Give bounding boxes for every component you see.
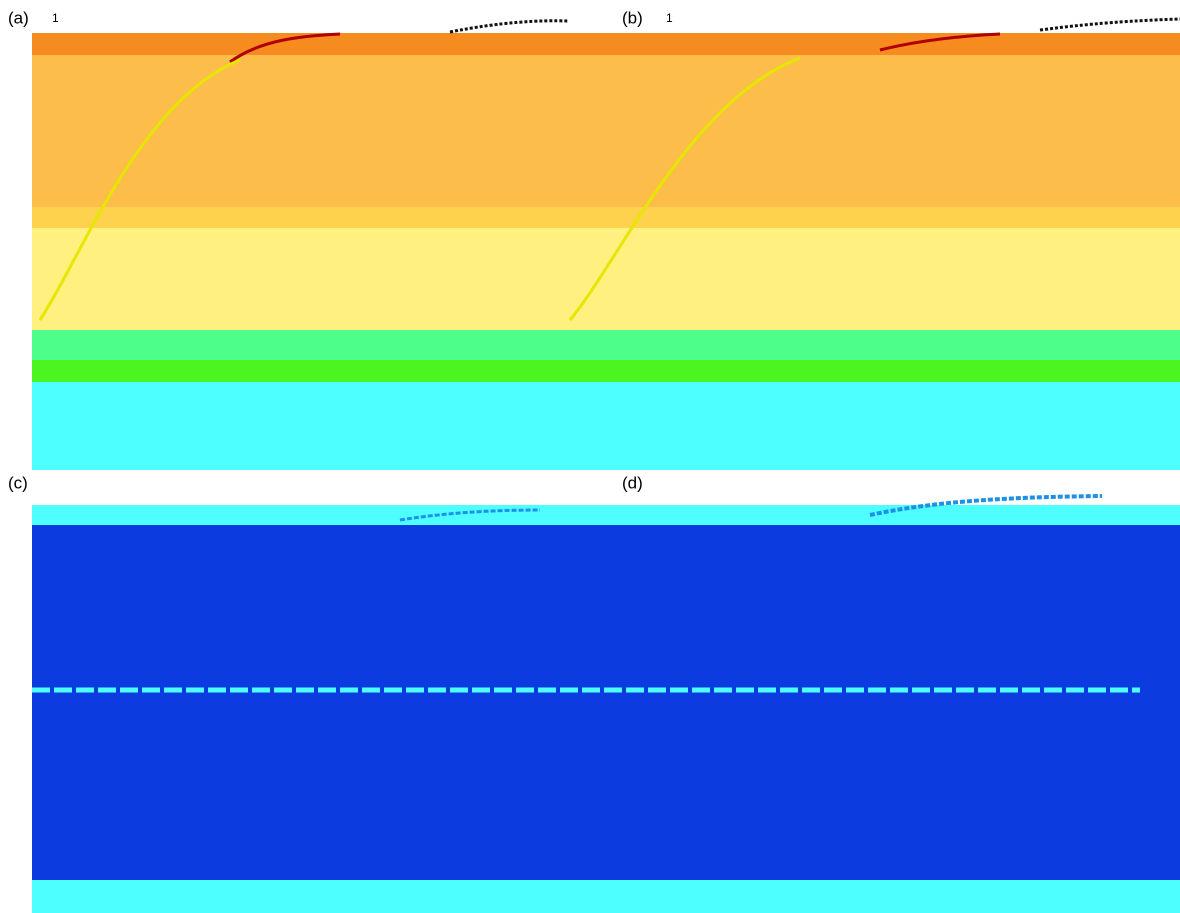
band-cyan-strip	[32, 505, 1180, 525]
band-yellow-orange	[32, 207, 1180, 228]
tick-label: 1	[52, 11, 59, 25]
band-light-yellow	[32, 228, 1180, 330]
panel-label: (a)	[8, 8, 29, 27]
panel-label: (c)	[8, 473, 28, 492]
band-light-orange	[32, 55, 1180, 207]
panel-label: (b)	[622, 8, 643, 27]
figure: (a) 1 (b) 1 (c) (d)	[0, 0, 1180, 913]
band-green	[32, 330, 1180, 360]
band-cyan-bottom	[32, 880, 1180, 913]
tick-label: 1	[666, 11, 673, 25]
panel-label: (d)	[622, 473, 643, 492]
band-blue	[32, 525, 1180, 880]
band-cyan	[32, 382, 1180, 470]
band-bright-green	[32, 360, 1180, 382]
